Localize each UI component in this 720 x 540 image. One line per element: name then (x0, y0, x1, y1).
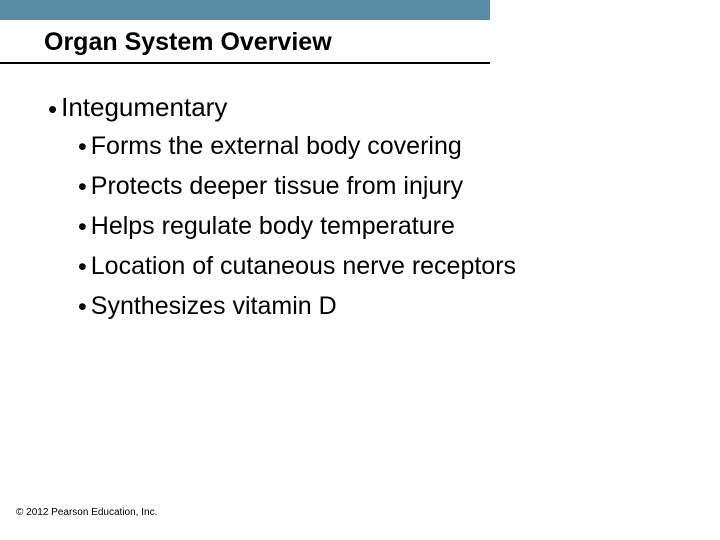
slide-title: Organ System Overview (44, 28, 332, 57)
bullet-dot-icon: • (78, 213, 87, 242)
bullet-dot-icon: • (78, 173, 87, 202)
bullet-level2-text: Helps regulate body temperature (91, 212, 455, 240)
bullet-level1: •Integumentary (48, 92, 227, 125)
slide: Organ System Overview •Integumentary •Fo… (0, 0, 720, 540)
title-underline (0, 62, 490, 64)
bullet-dot-icon: • (78, 253, 87, 282)
bullet-level2: •Synthesizes vitamin D (78, 292, 337, 322)
bullet-dot-icon: • (78, 133, 87, 162)
bullet-level2-text: Forms the external body covering (91, 132, 462, 160)
bullet-level2: •Location of cutaneous nerve receptors (78, 252, 516, 282)
bullet-dot-icon: • (48, 94, 57, 125)
copyright-footer: © 2012 Pearson Education, Inc. (16, 507, 157, 518)
bullet-level1-text: Integumentary (61, 92, 227, 122)
bullet-level2-text: Location of cutaneous nerve receptors (91, 252, 516, 280)
header-accent-bar (0, 0, 490, 20)
bullet-level2-text: Synthesizes vitamin D (91, 292, 337, 320)
bullet-level2-text: Protects deeper tissue from injury (91, 172, 463, 200)
bullet-level2: •Forms the external body covering (78, 132, 462, 162)
bullet-dot-icon: • (78, 293, 87, 322)
bullet-level2: •Protects deeper tissue from injury (78, 172, 463, 202)
bullet-level2: •Helps regulate body temperature (78, 212, 455, 242)
